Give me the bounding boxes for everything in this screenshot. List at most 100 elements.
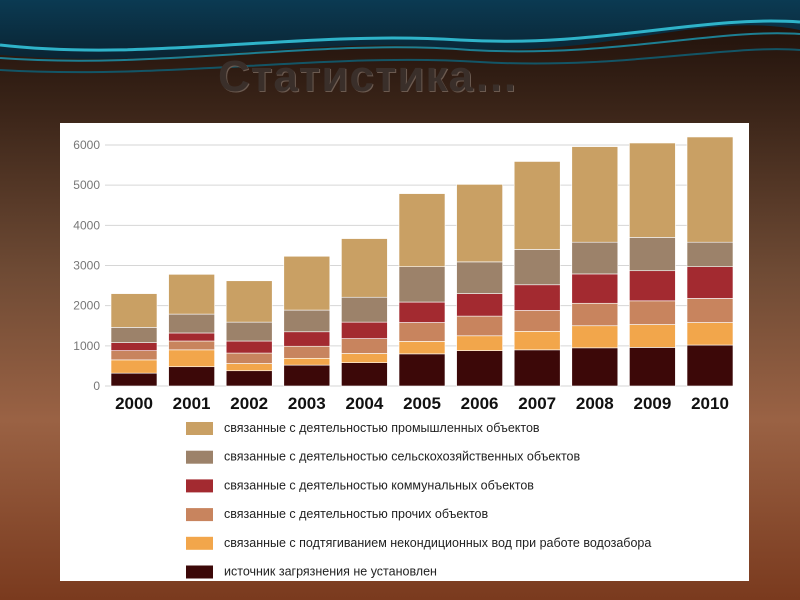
x-label-box (510, 389, 565, 415)
bar-segment-other-2008 (571, 302, 619, 327)
bar-segment-unknown-2000 (110, 372, 158, 387)
bar-segment-water_intake-2005 (398, 341, 446, 355)
bar-segment-agricultural-2009 (629, 237, 676, 272)
bar-segment-other-2003 (283, 345, 331, 359)
x-tick-label-2004: 2004 (345, 394, 383, 413)
x-tick-label-2009: 2009 (633, 394, 671, 413)
header-wave-decoration (0, 0, 800, 74)
stacked-bar-chart: 0 1000 2000 3000 4000 5000 6000 2000 2001 2002 20… (73, 136, 737, 579)
bar-segment-unknown-2009 (629, 347, 676, 387)
bar-segment-industrial-2009 (629, 142, 676, 238)
x-label-box (452, 389, 507, 415)
y-tick-label: 1000 (73, 339, 100, 353)
bar-segment-other-2004 (341, 338, 388, 354)
x-label-box (567, 389, 622, 415)
bar-segment-industrial-2002 (225, 280, 273, 323)
bar-segment-communal-2006 (456, 293, 503, 317)
bar-segment-agricultural-2010 (686, 241, 734, 268)
bar-segment-water_intake-2010 (686, 322, 734, 346)
x-label-box (337, 389, 392, 415)
bar-segment-other-2007 (513, 310, 561, 332)
y-tick-label: 4000 (73, 218, 100, 232)
x-label-box (107, 389, 161, 415)
bar-segment-agricultural-2004 (341, 296, 388, 323)
bar-segment-unknown-2004 (341, 362, 388, 387)
bar-segment-communal-2009 (629, 270, 676, 302)
legend-swatch-communal (186, 479, 213, 493)
bar-segment-unknown-2002 (225, 370, 273, 387)
bar-segment-water_intake-2009 (629, 324, 676, 348)
legend-label-agricultural: связанные с деятельностью сельскохозяйст… (224, 450, 580, 464)
y-tick-label: 3000 (73, 259, 100, 273)
bar-segment-unknown-2010 (686, 344, 734, 387)
bar-segment-industrial-2006 (456, 184, 503, 263)
bar-segment-communal-2010 (686, 266, 734, 299)
bar-segment-agricultural-2006 (456, 261, 503, 294)
bar-segment-communal-2007 (513, 284, 561, 311)
legend-label-industrial: связанные с деятельностью промышленных о… (224, 421, 540, 435)
bar-segment-unknown-2005 (398, 353, 446, 387)
x-tick-label-2002: 2002 (230, 394, 268, 413)
bar-segment-water_intake-2002 (225, 363, 273, 372)
bar-segment-other-2006 (456, 315, 503, 337)
y-tick-label: 5000 (73, 178, 100, 192)
bar-segment-unknown-2003 (283, 364, 331, 387)
bar-segment-agricultural-2005 (398, 266, 446, 303)
y-tick-label: 6000 (73, 138, 100, 152)
legend-swatch-other (186, 508, 213, 522)
bar-segment-industrial-2000 (110, 293, 158, 328)
bar-segment-unknown-2007 (513, 349, 561, 387)
x-label-box (625, 389, 680, 415)
legend-label-unknown: источник загрязнения не установлен (224, 565, 437, 579)
bar-segment-communal-2004 (341, 321, 388, 339)
bar-segment-other-2010 (686, 298, 734, 323)
bar-segment-communal-2003 (283, 331, 331, 347)
bar-segment-communal-2000 (110, 342, 158, 351)
bar-segment-water_intake-2003 (283, 357, 331, 366)
bar-segment-communal-2002 (225, 340, 273, 354)
bar-segment-communal-2001 (168, 332, 215, 342)
bar-segment-other-2005 (398, 322, 446, 342)
x-label-box (279, 389, 334, 415)
x-tick-label-2007: 2007 (518, 394, 556, 413)
bar-segment-water_intake-2007 (513, 331, 561, 351)
x-tick-label-2005: 2005 (403, 394, 441, 413)
x-tick-label-2000: 2000 (115, 394, 153, 413)
x-tick-label-2008: 2008 (576, 394, 614, 413)
bar-segment-agricultural-2002 (225, 321, 273, 342)
legend-swatch-industrial (186, 422, 213, 435)
legend-swatch-water_intake (186, 536, 213, 550)
legend-label-communal: связанные с деятельностью коммунальных о… (224, 478, 534, 492)
bar-segment-water_intake-2001 (168, 349, 215, 368)
y-tick-label: 2000 (73, 299, 100, 313)
bar-segment-industrial-2008 (571, 146, 619, 243)
y-tick-label: 0 (93, 379, 100, 393)
bar-segment-industrial-2001 (168, 274, 215, 315)
bar-segment-other-2001 (168, 340, 215, 351)
legend-label-other: связанные с деятельностью прочих объекто… (224, 507, 488, 521)
bar-segment-water_intake-2004 (341, 353, 388, 364)
bar-segment-unknown-2001 (168, 366, 215, 387)
bar-segment-industrial-2004 (341, 238, 388, 298)
x-tick-label-2006: 2006 (461, 394, 499, 413)
legend-swatch-unknown (186, 565, 213, 579)
bar-segment-unknown-2008 (571, 347, 619, 387)
bar-segment-agricultural-2000 (110, 327, 158, 343)
bar-segment-agricultural-2008 (571, 241, 619, 275)
bar-segment-water_intake-2008 (571, 325, 619, 349)
x-label-box (683, 389, 737, 415)
bar-segment-communal-2008 (571, 273, 619, 304)
slide-title: Статистика… (218, 52, 519, 101)
bar-segment-other-2002 (225, 352, 273, 364)
bar-segment-unknown-2006 (456, 350, 503, 387)
x-label-box (222, 389, 277, 415)
bar-segment-water_intake-2000 (110, 359, 158, 374)
x-label-box (395, 389, 449, 415)
x-tick-label-2001: 2001 (173, 394, 211, 413)
bar-segment-agricultural-2003 (283, 309, 331, 333)
bar-segment-agricultural-2007 (513, 249, 561, 286)
bar-segment-industrial-2007 (513, 161, 561, 250)
bar-segment-other-2000 (110, 350, 158, 361)
bar-segment-communal-2005 (398, 301, 446, 323)
bar-segment-industrial-2010 (686, 136, 734, 243)
